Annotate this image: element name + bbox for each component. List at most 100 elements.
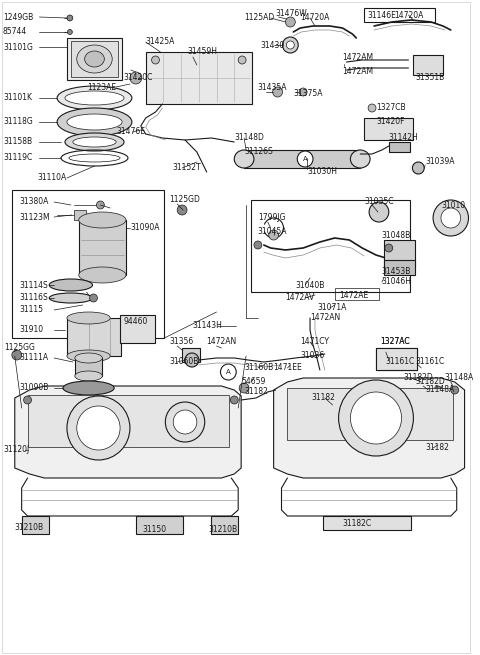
Text: A: A (226, 369, 231, 375)
Bar (288, 388, 453, 440)
Text: 31210B: 31210B (209, 525, 238, 534)
Text: 1471CY: 1471CY (300, 337, 329, 346)
Text: 31420C: 31420C (123, 73, 153, 83)
Bar (136, 516, 183, 534)
Text: 94460: 94460 (123, 318, 147, 326)
Ellipse shape (63, 381, 114, 395)
Text: 31036: 31036 (300, 350, 324, 360)
Text: 31123M: 31123M (20, 212, 50, 221)
Text: 31101G: 31101G (3, 43, 33, 52)
Ellipse shape (73, 137, 116, 147)
Bar (335, 288, 379, 300)
Ellipse shape (350, 150, 370, 168)
Bar (67, 38, 122, 80)
Text: 31182: 31182 (425, 443, 449, 453)
Bar (12, 190, 164, 338)
Circle shape (338, 380, 413, 456)
Text: 31430: 31430 (261, 41, 285, 50)
Bar (145, 52, 252, 104)
Circle shape (67, 15, 73, 21)
Text: 1472AM: 1472AM (343, 54, 373, 62)
Text: 31425A: 31425A (145, 37, 175, 47)
Text: 14720A: 14720A (394, 10, 423, 20)
Bar (22, 516, 49, 534)
Text: 31118G: 31118G (3, 117, 33, 126)
Text: 31158B: 31158B (3, 138, 32, 147)
Bar (79, 220, 126, 275)
Circle shape (350, 392, 402, 444)
Ellipse shape (65, 133, 124, 151)
Circle shape (152, 56, 159, 64)
Text: 31148D: 31148D (234, 134, 264, 143)
Ellipse shape (75, 371, 102, 381)
Circle shape (441, 208, 461, 228)
Bar (384, 260, 415, 275)
Text: 31090A: 31090A (130, 223, 159, 233)
Text: 14720A: 14720A (300, 14, 330, 22)
Text: 1327AC: 1327AC (380, 337, 409, 346)
Ellipse shape (49, 279, 93, 291)
Circle shape (433, 200, 468, 236)
Text: 31039A: 31039A (425, 157, 455, 166)
Bar (376, 348, 417, 370)
Circle shape (24, 396, 32, 404)
Bar (389, 142, 410, 152)
Circle shape (368, 104, 376, 112)
Ellipse shape (67, 350, 110, 362)
Circle shape (220, 364, 236, 380)
Ellipse shape (79, 212, 126, 228)
Text: 31161C: 31161C (415, 358, 444, 367)
Ellipse shape (79, 267, 126, 283)
Text: 31119C: 31119C (3, 153, 32, 162)
Text: 85744: 85744 (3, 28, 27, 37)
Text: 31375A: 31375A (293, 90, 323, 98)
Text: 31476W: 31476W (276, 10, 307, 18)
Ellipse shape (67, 312, 110, 324)
Text: 31114S: 31114S (20, 280, 48, 290)
Circle shape (90, 294, 97, 302)
Circle shape (12, 350, 22, 360)
Text: 31110A: 31110A (37, 174, 67, 183)
Text: A: A (303, 156, 308, 162)
Text: 31420F: 31420F (376, 117, 405, 126)
Bar (67, 318, 121, 356)
Bar (376, 348, 417, 370)
Ellipse shape (84, 51, 104, 67)
Circle shape (165, 402, 205, 442)
Text: 31160B: 31160B (244, 364, 273, 373)
Text: 31060B: 31060B (169, 358, 199, 367)
Text: 31182: 31182 (244, 388, 268, 396)
Bar (323, 516, 411, 530)
Circle shape (283, 37, 298, 53)
Text: 31476E: 31476E (116, 128, 145, 136)
Polygon shape (274, 378, 465, 478)
Bar (71, 41, 118, 77)
Text: 1125GD: 1125GD (169, 195, 200, 204)
Text: 1472AN: 1472AN (310, 314, 340, 322)
Text: 1125GG: 1125GG (4, 343, 35, 352)
Circle shape (238, 56, 246, 64)
Circle shape (412, 162, 424, 174)
Ellipse shape (67, 114, 122, 130)
Text: 31148A: 31148A (425, 386, 455, 394)
Text: 31142H: 31142H (389, 134, 419, 143)
Circle shape (269, 230, 278, 240)
Bar (27, 395, 229, 447)
Circle shape (239, 383, 249, 393)
Text: 31120J: 31120J (3, 445, 29, 455)
Bar (211, 516, 238, 534)
Text: 1125AD: 1125AD (244, 14, 275, 22)
Bar (182, 348, 200, 362)
Ellipse shape (49, 293, 93, 303)
Circle shape (67, 396, 130, 460)
Text: 1472AE: 1472AE (339, 291, 369, 299)
Bar (120, 315, 155, 343)
Circle shape (451, 386, 459, 394)
Circle shape (369, 202, 389, 222)
Text: 31182D: 31182D (415, 377, 445, 386)
Text: 31435A: 31435A (258, 83, 288, 92)
Text: 31071A: 31071A (317, 303, 346, 312)
Text: 31182: 31182 (311, 394, 335, 403)
Text: 31101K: 31101K (3, 94, 32, 102)
Text: 31351B: 31351B (415, 73, 444, 83)
